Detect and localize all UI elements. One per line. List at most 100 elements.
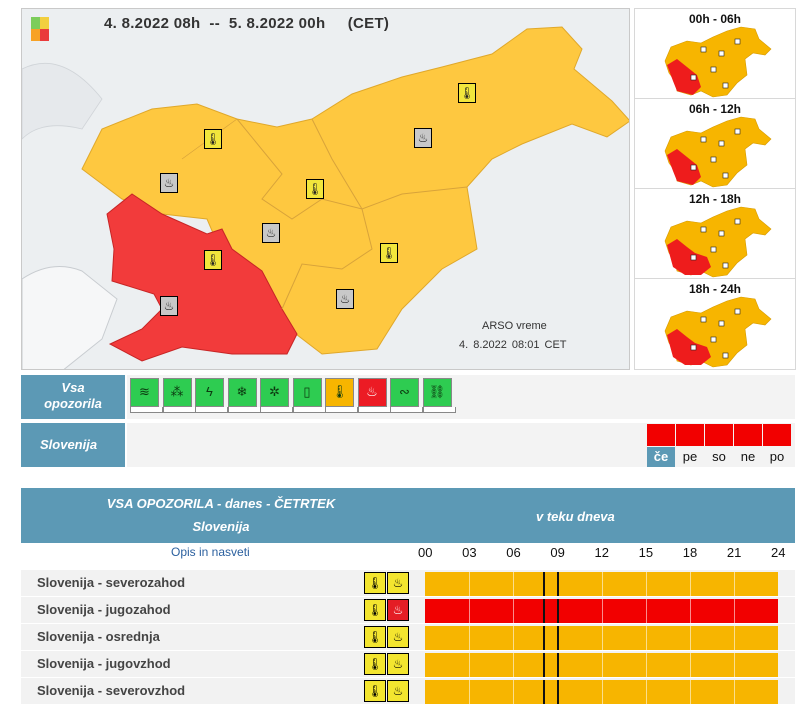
day-selector: če pe so ne po [127,423,795,467]
high-temperature-icon[interactable]: 🌡 [364,653,386,675]
hour-label: 15 [638,545,654,560]
day-tab-pe[interactable]: pe [682,449,698,464]
mini-map-2[interactable]: 06h - 12h [634,98,796,190]
fire-danger-icon[interactable]: ♨ [357,378,391,413]
fire-danger-icon[interactable]: ♨ [387,653,409,675]
timeline-tick [645,572,647,596]
region-name: Slovenija - severovzhod [37,683,186,698]
mini-map-label: 12h - 18h [688,192,742,206]
thermometer-icon[interactable]: 🌡 [204,250,222,270]
hour-label: 18 [682,545,698,560]
warning-timeline-bar[interactable] [425,572,778,596]
high-temperature-icon[interactable]: 🌡 [325,378,358,413]
mini-map-4[interactable]: 18h - 24h [634,278,796,370]
warning-map[interactable]: 4. 8.2022 08h -- 5. 8.2022 00h (CET) 🌡 ♨… [21,8,630,370]
fire-danger-icon[interactable]: ♨ [160,173,178,193]
day-warning-box[interactable] [734,424,762,446]
timeline-tick [645,653,647,677]
mini-map-label: 06h - 12h [688,102,742,116]
fire-danger-icon[interactable]: ♨ [387,680,409,702]
region-warning-icons: 🌡 ♨ [364,680,410,702]
high-temperature-icon[interactable]: 🌡 [364,599,386,621]
thermometer-icon[interactable]: 🌡 [306,179,324,199]
mini-map-1[interactable]: 00h - 06h [634,8,796,100]
snow-icon[interactable]: ❄ [227,378,261,413]
description-advice-link[interactable]: Opis in nasveti [171,545,250,559]
table-row[interactable]: Slovenija - jugovzhod 🌡 ♨ [21,651,795,677]
table-row[interactable]: Slovenija - severovzhod 🌡 ♨ [21,678,795,704]
timeline-tick [469,680,471,704]
fire-danger-icon[interactable]: ♨ [387,572,409,594]
fire-danger-icon[interactable]: ♨ [414,128,432,148]
thermometer-icon[interactable]: 🌡 [204,129,222,149]
table-row[interactable]: Slovenija - severozahod 🌡 ♨ [21,570,795,596]
thermometer-icon[interactable]: 🌡 [380,243,398,263]
day-warning-box[interactable] [647,424,675,446]
thunderstorm-icon[interactable]: ϟ [195,378,228,413]
rain-icon[interactable]: ⁂ [162,378,196,413]
day-tab-če[interactable]: če [647,447,675,467]
day-warning-box[interactable] [763,424,791,446]
warning-timeline-bar[interactable] [425,626,778,650]
slovenia-map-svg [22,9,629,369]
timeline-tick [601,653,603,677]
fog-icon[interactable]: ▯ [292,378,326,413]
high-temperature-icon[interactable]: 🌡 [364,680,386,702]
timeline-tick [601,626,603,650]
thermometer-icon[interactable]: 🌡 [458,83,476,103]
day-tab-so[interactable]: so [712,449,726,464]
table-row[interactable]: Slovenija - osrednja 🌡 ♨ [21,624,795,650]
current-time-marker [542,680,545,704]
timeline-tick [513,599,515,623]
day-warning-box[interactable] [705,424,733,446]
region-warning-icons: 🌡 ♨ [364,626,410,648]
timeline-tick [689,653,691,677]
region-red[interactable] [106,193,298,362]
mini-map-3[interactable]: 12h - 18h [634,188,796,280]
timeline-tick [733,572,735,596]
timeline-tick [601,599,603,623]
day-tab-po[interactable]: po [769,449,785,464]
fire-danger-icon[interactable]: ♨ [160,296,178,316]
timeline-tick [645,626,647,650]
timeline-tick [513,653,515,677]
hour-label: 21 [726,545,742,560]
mini-map-shape [664,116,772,188]
fire-danger-icon[interactable]: ♨ [336,289,354,309]
mini-map-label: 00h - 06h [688,12,742,26]
timeline-tick [689,626,691,650]
legend-swatch [31,17,49,42]
fire-danger-icon[interactable]: ♨ [387,626,409,648]
coastal-icon[interactable]: ∾ [390,378,423,413]
mini-map-shape [664,26,772,98]
timeline-tick [469,626,471,650]
wind-icon[interactable]: ≋ [130,378,163,413]
day-tab-ne[interactable]: ne [740,449,756,464]
table-row[interactable]: Slovenija - jugozahod 🌡 ♨ [21,597,795,623]
hour-label: 24 [771,545,786,560]
map-source: ARSO vreme [482,320,547,332]
warning-timeline-bar[interactable] [425,599,778,623]
fire-danger-icon[interactable]: ♨ [262,223,280,243]
timeline-tick [513,680,515,704]
high-temperature-icon[interactable]: 🌡 [364,572,386,594]
day-warning-box[interactable] [676,424,704,446]
table-header: VSA OPOZORILA - danes - ČETRTEK Slovenij… [21,488,795,543]
hour-label: 09 [550,545,565,560]
timeline-tick [689,680,691,704]
current-time-marker [542,626,545,650]
high-temperature-icon[interactable]: 🌡 [364,626,386,648]
avalanche-icon[interactable]: ⛓ [422,378,456,413]
timeline-tick [689,599,691,623]
warning-timeline-bar[interactable] [425,680,778,704]
warning-timeline-bar[interactable] [425,653,778,677]
region-warning-icons: 🌡 ♨ [364,599,410,621]
snow-ice-icon[interactable]: ✲ [260,378,293,413]
fire-danger-icon[interactable]: ♨ [387,599,409,621]
all-warnings-label[interactable]: Vsa opozorila [21,375,125,419]
current-time-marker [557,680,560,704]
country-label[interactable]: Slovenija [21,423,125,467]
table-title: VSA OPOZORILA - danes - ČETRTEK [106,496,336,511]
all-warnings-label-line2: opozorila [44,396,102,411]
warning-type-strip: ≋ ⁂ ϟ ❄ ✲ ▯ 🌡 ♨ ∾ ⛓ [127,375,795,419]
